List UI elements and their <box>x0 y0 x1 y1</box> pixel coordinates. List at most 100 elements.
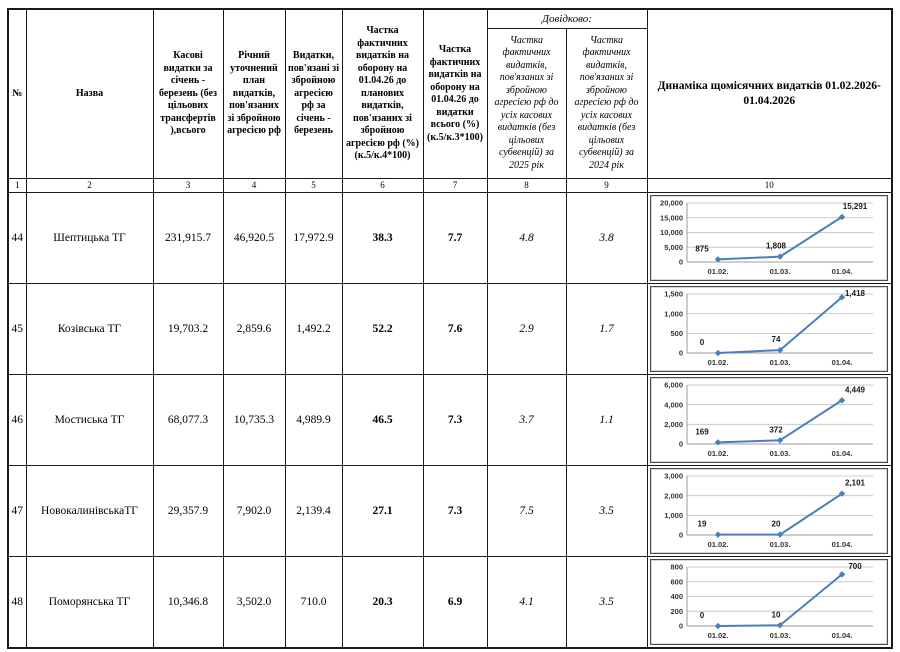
plan-value: 3,502.0 <box>222 556 286 648</box>
row-name: Козівська ТГ <box>25 283 154 375</box>
svg-text:372: 372 <box>770 425 784 434</box>
svg-text:01.03.: 01.03. <box>770 631 791 640</box>
col-num-10: 10 <box>646 178 893 193</box>
share-2024-value: 3.5 <box>565 556 648 648</box>
plan-value: 46,920.5 <box>222 192 286 284</box>
col-num-6: 6 <box>341 178 424 193</box>
spent-value: 17,972.9 <box>284 192 343 284</box>
cash-value: 29,357.9 <box>152 465 224 557</box>
svg-text:15,000: 15,000 <box>660 213 683 222</box>
mini-line-chart: 0 2,000 4,000 6,000 01.02. 01.03. 01.04. 169 372… <box>650 377 889 463</box>
svg-text:0: 0 <box>700 611 705 620</box>
cash-value: 10,346.8 <box>152 556 224 648</box>
svg-text:10,000: 10,000 <box>660 228 683 237</box>
header-dynamics-chart: Динаміка щомісячних видатків 01.02.2026-… <box>646 8 893 179</box>
row-name: Мостиська ТГ <box>25 374 154 466</box>
svg-text:0: 0 <box>679 440 683 449</box>
share-total-value: 7.6 <box>422 283 488 375</box>
svg-text:4,449: 4,449 <box>845 385 866 394</box>
header-no: № <box>7 8 27 179</box>
share-total-value: 7.7 <box>422 192 488 284</box>
plan-value: 10,735.3 <box>222 374 286 466</box>
share-plan-value: 27.1 <box>341 465 424 557</box>
spent-value: 4,989.9 <box>284 374 343 466</box>
share-2024-value: 3.8 <box>565 192 648 284</box>
svg-text:0: 0 <box>700 338 705 347</box>
share-2025-value: 2.9 <box>486 283 567 375</box>
svg-text:15,291: 15,291 <box>843 202 868 211</box>
share-2025-value: 3.7 <box>486 374 567 466</box>
row-number: 47 <box>7 465 27 557</box>
svg-text:500: 500 <box>671 329 684 338</box>
row-number: 48 <box>7 556 27 648</box>
share-total-value: 7.3 <box>422 465 488 557</box>
svg-text:200: 200 <box>671 607 684 616</box>
mini-line-chart: 0 5,000 10,000 15,000 20,000 01.02. 01.03. 01.0… <box>650 195 889 281</box>
table-row: 45 Козівська ТГ 19,703.2 2,859.6 1,492.2… <box>7 283 893 375</box>
mini-line-chart: 0 200 400 600 800 01.02. 01.03. 01.04. 0 10 700 <box>650 558 889 645</box>
svg-text:700: 700 <box>849 562 863 571</box>
svg-text:2,000: 2,000 <box>664 420 683 429</box>
mini-line-chart: 0 500 1,000 1,500 01.02. 01.03. 01.04. 0 74 1,418 <box>650 286 889 372</box>
share-plan-value: 20.3 <box>341 556 424 648</box>
header-row-top: № Назва Касові видатки за січень - берез… <box>7 8 893 179</box>
header-share-of-plan: Частка фактичних видатків на оборону на … <box>341 8 424 179</box>
svg-text:01.03.: 01.03. <box>770 358 791 367</box>
spent-value: 2,139.4 <box>284 465 343 557</box>
share-plan-value: 46.5 <box>341 374 424 466</box>
table-row: 46 Мостиська ТГ 68,077.3 10,735.3 4,989.… <box>7 374 893 466</box>
row-name: НовокалинівськаТГ <box>25 465 154 557</box>
svg-text:3,000: 3,000 <box>664 472 683 481</box>
svg-text:20: 20 <box>772 520 781 529</box>
svg-text:01.03.: 01.03. <box>770 267 791 276</box>
svg-text:10: 10 <box>772 610 781 619</box>
svg-text:600: 600 <box>671 577 684 586</box>
header-annual-plan: Річний уточнений план видатків, пов'язан… <box>222 8 286 179</box>
header-share-2025: Частка фактичних видатків, пов'язаних зі… <box>486 28 567 179</box>
share-2024-value: 1.7 <box>565 283 648 375</box>
col-num-4: 4 <box>222 178 286 193</box>
svg-text:01.02.: 01.02. <box>708 358 729 367</box>
col-num-3: 3 <box>152 178 224 193</box>
svg-text:01.04.: 01.04. <box>832 358 853 367</box>
share-total-value: 7.3 <box>422 374 488 466</box>
header-cash-expenditures: Касові видатки за січень - березень (без… <box>152 8 224 179</box>
header-row-reference: Частка фактичних видатків, пов'язаних зі… <box>8 28 892 179</box>
plan-value: 2,859.6 <box>222 283 286 375</box>
svg-text:875: 875 <box>696 244 710 253</box>
header-name: Назва <box>25 8 154 179</box>
svg-text:1,500: 1,500 <box>664 290 683 299</box>
svg-text:01.02.: 01.02. <box>708 631 729 640</box>
cash-value: 19,703.2 <box>152 283 224 375</box>
svg-text:2,101: 2,101 <box>845 479 866 488</box>
svg-text:0: 0 <box>679 621 683 630</box>
svg-text:0: 0 <box>679 258 683 267</box>
svg-text:400: 400 <box>671 592 684 601</box>
svg-text:01.02.: 01.02. <box>708 540 729 549</box>
table-row: 44 Шептицька ТГ 231,915.7 46,920.5 17,97… <box>7 192 893 284</box>
row-number: 46 <box>7 374 27 466</box>
plan-value: 7,902.0 <box>222 465 286 557</box>
svg-text:01.04.: 01.04. <box>832 631 853 640</box>
svg-text:0: 0 <box>679 349 683 358</box>
col-num-7: 7 <box>422 178 488 193</box>
col-num-2: 2 <box>25 178 154 193</box>
spent-value: 710.0 <box>284 556 343 648</box>
share-2024-value: 1.1 <box>565 374 648 466</box>
header-share-of-total: Частка фактичних видатків на оборону на … <box>422 8 488 179</box>
header-share-2024: Частка фактичних видатків, пов'язаних зі… <box>565 28 648 179</box>
svg-text:1,000: 1,000 <box>664 511 683 520</box>
table-row: 47 НовокалинівськаТГ 29,357.9 7,902.0 2,… <box>7 465 893 557</box>
share-2025-value: 7.5 <box>486 465 567 557</box>
share-plan-value: 52.2 <box>341 283 424 375</box>
svg-text:2,000: 2,000 <box>664 491 683 500</box>
share-total-value: 6.9 <box>422 556 488 648</box>
share-2024-value: 3.5 <box>565 465 648 557</box>
svg-text:1,808: 1,808 <box>766 242 787 251</box>
spent-value: 1,492.2 <box>284 283 343 375</box>
col-num-5: 5 <box>284 178 343 193</box>
svg-text:01.02.: 01.02. <box>708 267 729 276</box>
share-plan-value: 38.3 <box>341 192 424 284</box>
svg-text:01.04.: 01.04. <box>832 449 853 458</box>
